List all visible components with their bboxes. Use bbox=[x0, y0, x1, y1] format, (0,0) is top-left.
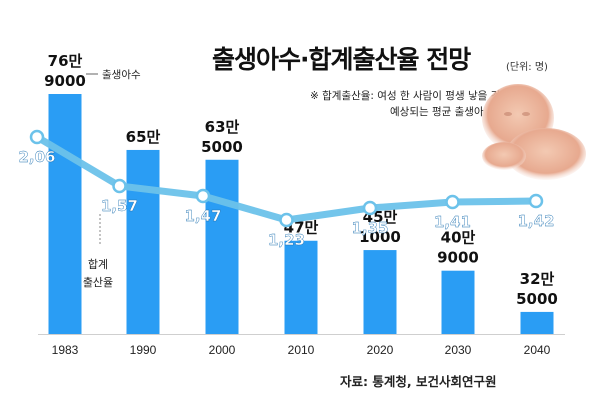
bar-2020 bbox=[363, 250, 397, 334]
baby-illustration bbox=[482, 84, 586, 180]
footnote: ※ 합계출산율: 여성 한 사람이 평생 낳을 것으로 예상되는 평균 출생아 … bbox=[310, 88, 570, 120]
source-credit: 자료: 통계청, 보건사회연구원 bbox=[340, 374, 497, 389]
fertility-value-label-2020: 1,35 bbox=[351, 219, 388, 237]
fertility-value-label-2030: 1,41 bbox=[434, 213, 471, 231]
fertility-value-label-2010: 1,23 bbox=[268, 231, 305, 249]
x-tick-label-2020: 2020 bbox=[367, 343, 394, 357]
fertility-point-1983 bbox=[29, 129, 45, 145]
fertility-value-label-2000: 1,47 bbox=[184, 207, 221, 225]
footnote-line-1: ※ 합계출산율: 여성 한 사람이 평생 낳을 것으로 bbox=[310, 90, 520, 102]
unit-label: (단위: 명) bbox=[506, 62, 548, 73]
bar-2000 bbox=[205, 159, 239, 334]
bar-value-label-1983-2: 9000 bbox=[44, 72, 86, 90]
bar-2030 bbox=[441, 270, 475, 334]
x-tick-label-2040: 2040 bbox=[524, 343, 551, 357]
bar-1983 bbox=[48, 94, 82, 334]
bar-2040 bbox=[520, 311, 554, 334]
chart-title: 출생아수·합계출산율 전망 bbox=[212, 45, 471, 74]
fertility-value-label-2040: 1,42 bbox=[517, 212, 554, 230]
bar-value-label-2020-2: 1000 bbox=[359, 228, 401, 246]
bar-value-label-2030-1: 40만 bbox=[441, 229, 476, 247]
bar-value-label-2000-1: 63만 bbox=[205, 118, 240, 136]
fertility-value-label-1990: 1,57 bbox=[101, 197, 138, 215]
bar-value-label-2030-2: 9000 bbox=[437, 249, 479, 267]
bar-value-label-2000-2: 5000 bbox=[201, 138, 243, 156]
fertility-point-2040 bbox=[528, 193, 544, 209]
bar-value-label-2040-1: 32만 bbox=[520, 270, 555, 288]
fertility-point-2030 bbox=[445, 194, 460, 210]
legend-line-label-1: 합계 bbox=[88, 258, 108, 271]
legend-bar-label: 출생아수 bbox=[102, 69, 141, 81]
fertility-point-2000 bbox=[195, 188, 211, 204]
bar-1990 bbox=[126, 149, 160, 334]
x-tick-label-1990: 1990 bbox=[130, 343, 157, 357]
fertility-value-label-1983: 2,06 bbox=[18, 148, 55, 166]
fertility-point-2010 bbox=[279, 212, 294, 228]
legend-line-label-2: 출산율 bbox=[83, 276, 113, 289]
bar-2010 bbox=[284, 240, 318, 334]
bar-value-label-2040-2: 5000 bbox=[516, 290, 558, 308]
fertility-point-2020 bbox=[362, 200, 378, 216]
x-tick-label-2010: 2010 bbox=[288, 343, 315, 357]
x-tick-label-2030: 2030 bbox=[445, 343, 472, 357]
footnote-line-2: 예상되는 평균 출생아 수 bbox=[390, 106, 497, 118]
x-tick-label-2000: 2000 bbox=[209, 343, 236, 357]
x-tick-label-1983: 1983 bbox=[52, 343, 79, 357]
bar-value-label-1983-1: 76만 bbox=[48, 52, 83, 70]
fertility-point-1990 bbox=[112, 178, 127, 194]
bar-value-label-1990-1: 65만 bbox=[126, 128, 161, 146]
